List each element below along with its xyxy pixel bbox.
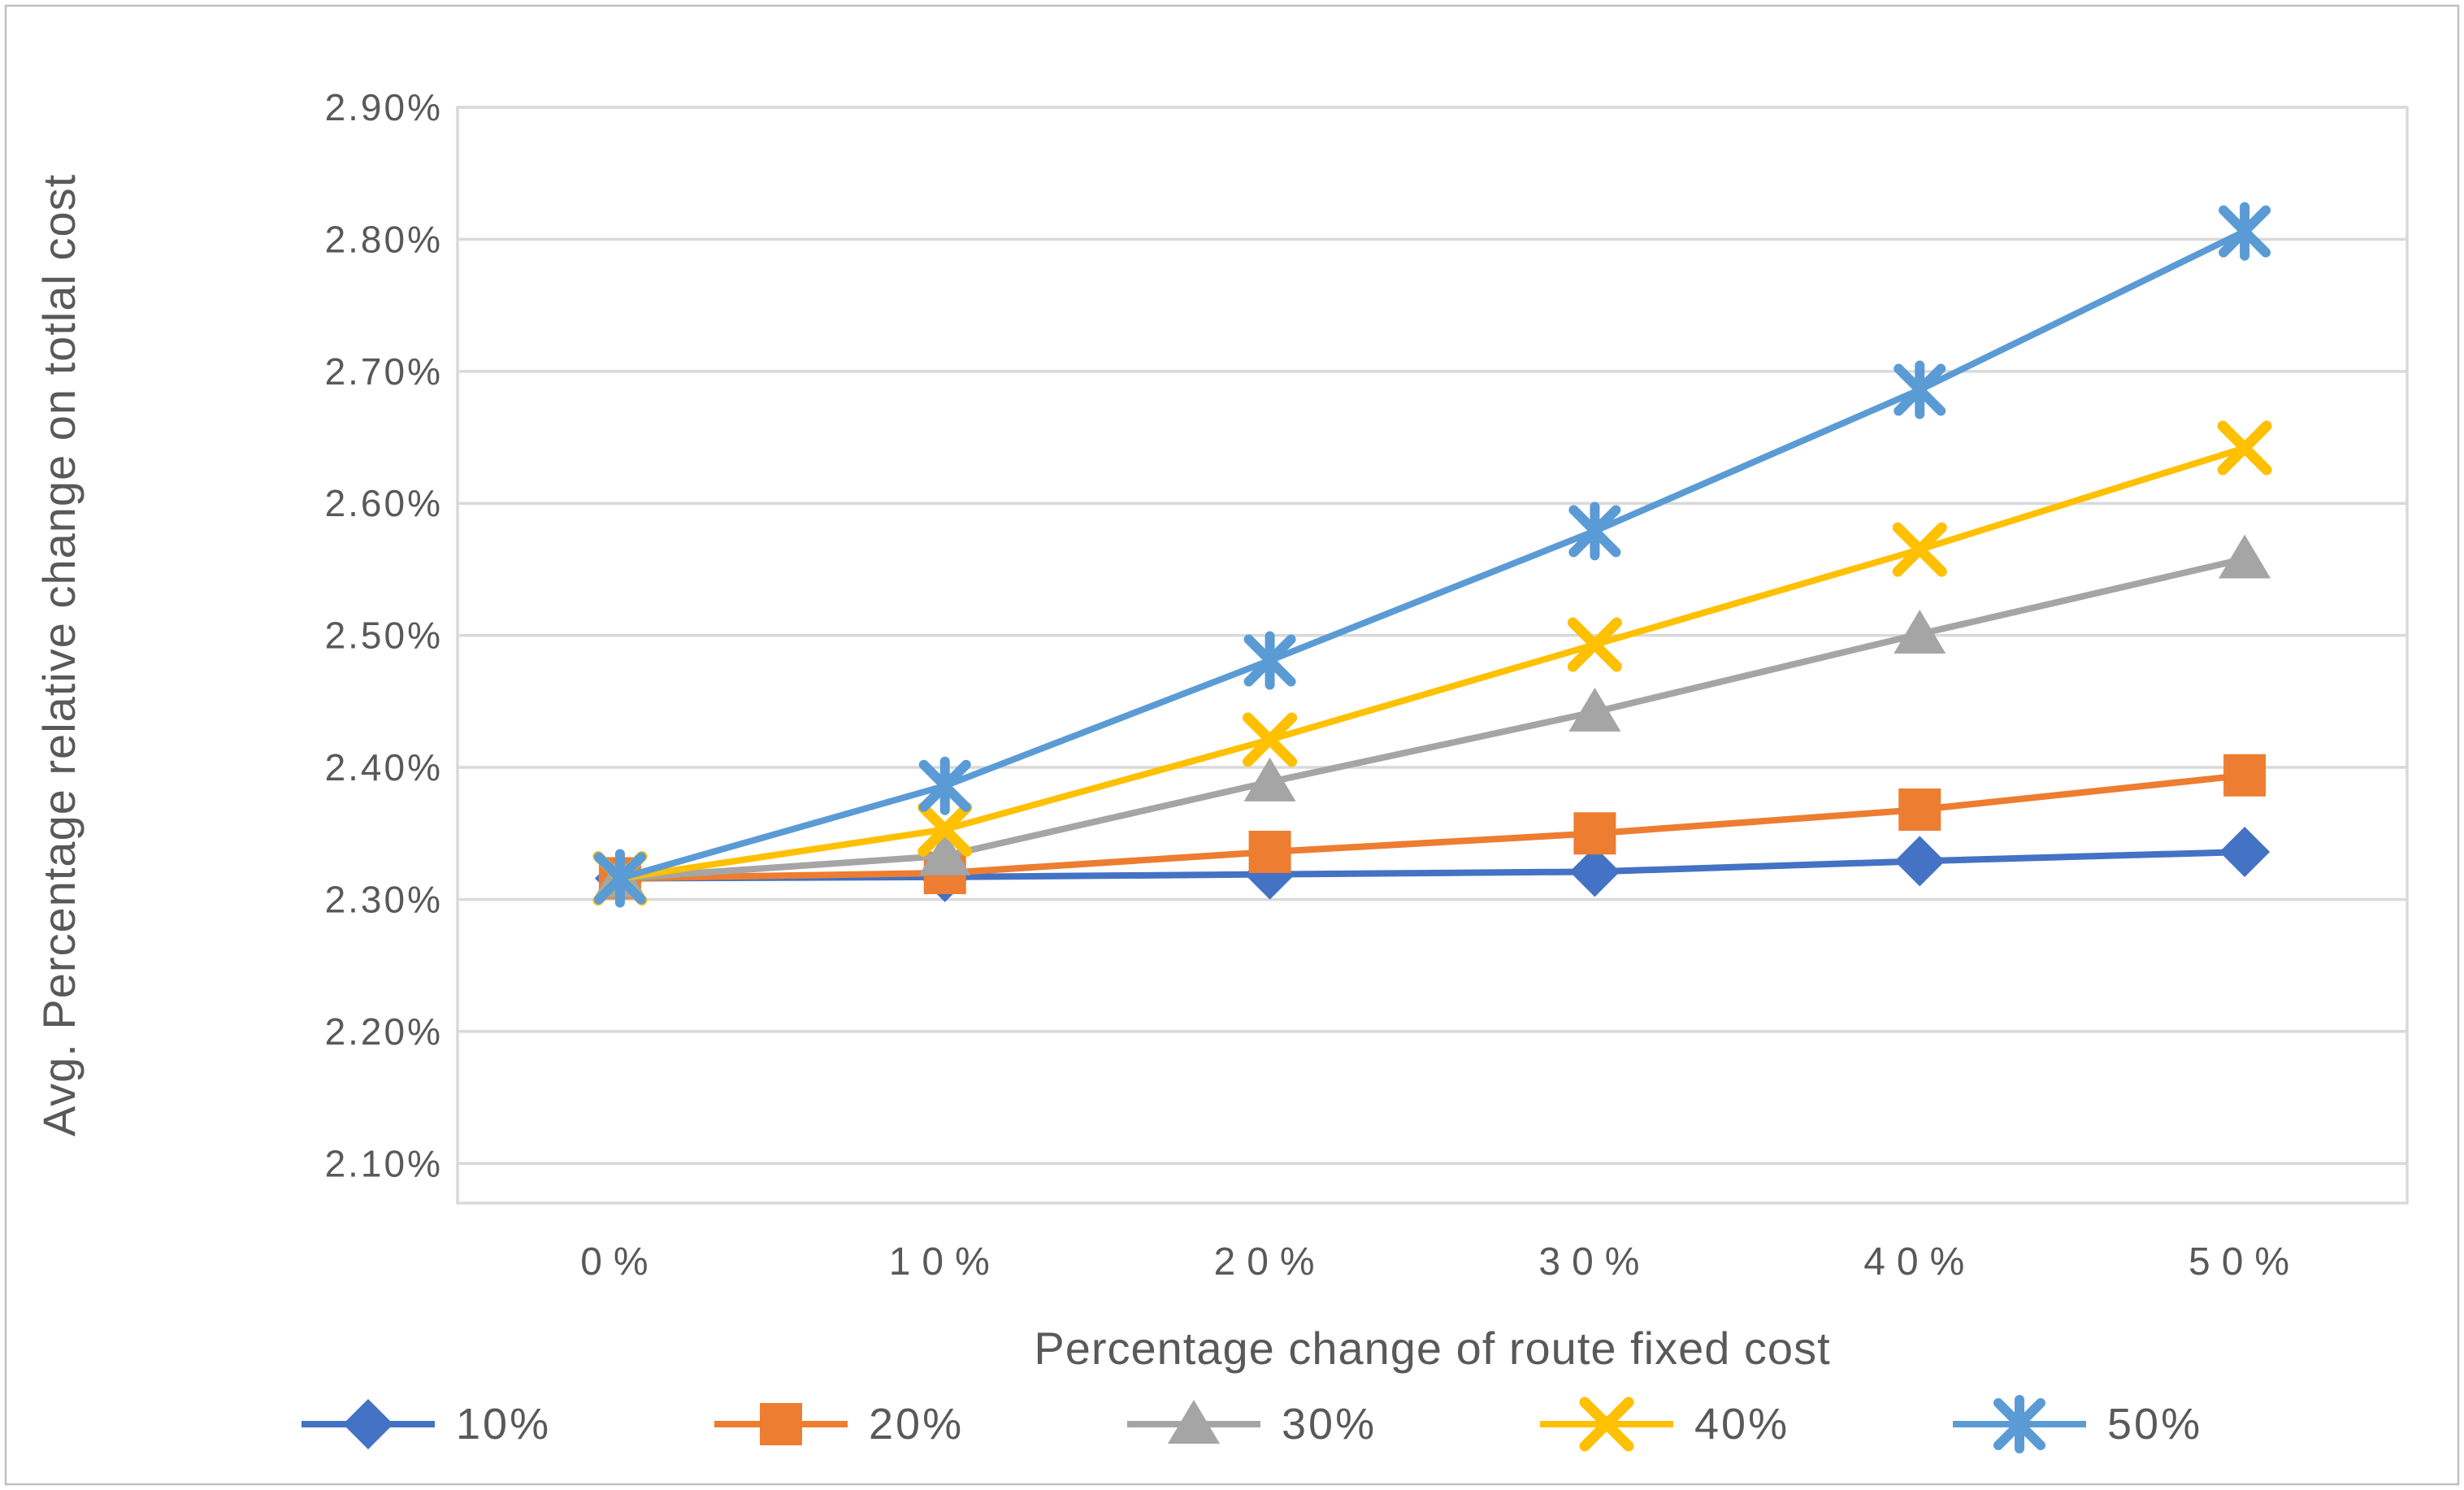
- y-tick-label: 2.70%: [325, 350, 443, 393]
- marker-x[interactable]: [1892, 522, 1947, 577]
- marker-triangle[interactable]: [1243, 757, 1296, 801]
- series-50%: [593, 202, 2271, 908]
- legend-item-10%[interactable]: 10%: [301, 1399, 551, 1449]
- marker-asterisk[interactable]: [593, 849, 646, 908]
- legend-item-50%[interactable]: 50%: [1953, 1395, 2202, 1453]
- marker-triangle[interactable]: [2219, 534, 2271, 579]
- marker-diamond[interactable]: [2219, 826, 2271, 877]
- series-line-10%[interactable]: [616, 848, 2249, 882]
- series-line-50%[interactable]: [616, 228, 2249, 882]
- y-tick-label: 2.90%: [325, 86, 443, 128]
- legend-item-40%[interactable]: 40%: [1540, 1397, 1789, 1452]
- y-tick-label: 2.20%: [325, 1010, 443, 1053]
- x-tick-label: 30%: [1538, 1240, 1651, 1284]
- y-axis-title: Avg. Percentage relative change on totla…: [33, 174, 85, 1136]
- x-axis-title: Percentage change of route fixed cost: [1034, 1323, 1830, 1374]
- y-tick-label: 2.80%: [325, 218, 443, 260]
- marker-asterisk[interactable]: [918, 756, 971, 815]
- marker-asterisk[interactable]: [1993, 1395, 2045, 1453]
- gridlines: [458, 106, 2407, 1166]
- y-tick-label: 2.60%: [325, 482, 443, 524]
- marker-diamond[interactable]: [1894, 836, 1946, 887]
- marker-triangle[interactable]: [1568, 687, 1621, 732]
- y-tick-label: 2.50%: [325, 615, 443, 657]
- marker-square[interactable]: [2223, 754, 2267, 797]
- legend-item-label: 30%: [1282, 1400, 1377, 1449]
- legend-item-label: 20%: [869, 1400, 964, 1449]
- series-40%: [592, 420, 2272, 906]
- marker-x[interactable]: [2217, 420, 2272, 476]
- marker-asterisk[interactable]: [2219, 202, 2271, 261]
- series-line-20%[interactable]: [616, 771, 2249, 882]
- marker-x[interactable]: [1567, 617, 1622, 672]
- marker-asterisk[interactable]: [1243, 631, 1296, 690]
- marker-triangle[interactable]: [1168, 1400, 1220, 1444]
- series-layer: [592, 202, 2272, 908]
- legend-item-20%[interactable]: 20%: [714, 1400, 964, 1449]
- legend-item-label: 40%: [1694, 1400, 1789, 1449]
- marker-square[interactable]: [1898, 788, 1941, 832]
- x-tick-label: 50%: [2189, 1240, 2301, 1284]
- legend: 10% 20% 30% 40% 50%: [301, 1395, 2202, 1453]
- marker-asterisk[interactable]: [1568, 502, 1621, 561]
- marker-x[interactable]: [1579, 1397, 1634, 1452]
- marker-asterisk[interactable]: [1894, 360, 1946, 419]
- marker-triangle[interactable]: [1894, 610, 1946, 654]
- marker-x[interactable]: [1243, 712, 1298, 767]
- marker-x[interactable]: [917, 801, 973, 857]
- x-tick-label: 40%: [1863, 1240, 1976, 1284]
- series-20%: [598, 754, 2267, 900]
- figure-frame: [4, 4, 2460, 1486]
- marker-triangle[interactable]: [918, 831, 971, 875]
- legend-item-label: 10%: [456, 1400, 551, 1449]
- x-tick-label: 20%: [1214, 1240, 1326, 1284]
- marker-square[interactable]: [1248, 830, 1291, 873]
- x-tick-label: 0%: [580, 1240, 659, 1284]
- y-tick-label: 2.30%: [325, 878, 443, 920]
- plot-area-border: [456, 106, 2409, 1205]
- legend-item-30%[interactable]: 30%: [1127, 1400, 1377, 1449]
- legend-item-label: 50%: [2107, 1400, 2202, 1449]
- marker-square[interactable]: [760, 1403, 802, 1445]
- series-line-40%[interactable]: [616, 445, 2249, 882]
- series-line-30%[interactable]: [616, 555, 2249, 882]
- x-tick-label: 10%: [889, 1240, 1001, 1284]
- y-tick-label: 2.10%: [325, 1142, 443, 1184]
- marker-diamond[interactable]: [1569, 846, 1620, 897]
- marker-diamond[interactable]: [343, 1399, 393, 1449]
- marker-square[interactable]: [1573, 812, 1616, 855]
- axis-tick-labels: 2.10% 2.20% 2.30% 2.40% 2.50% 2.60% 2.70% 2.80%…: [325, 86, 2301, 1284]
- y-tick-label: 2.40%: [325, 746, 443, 788]
